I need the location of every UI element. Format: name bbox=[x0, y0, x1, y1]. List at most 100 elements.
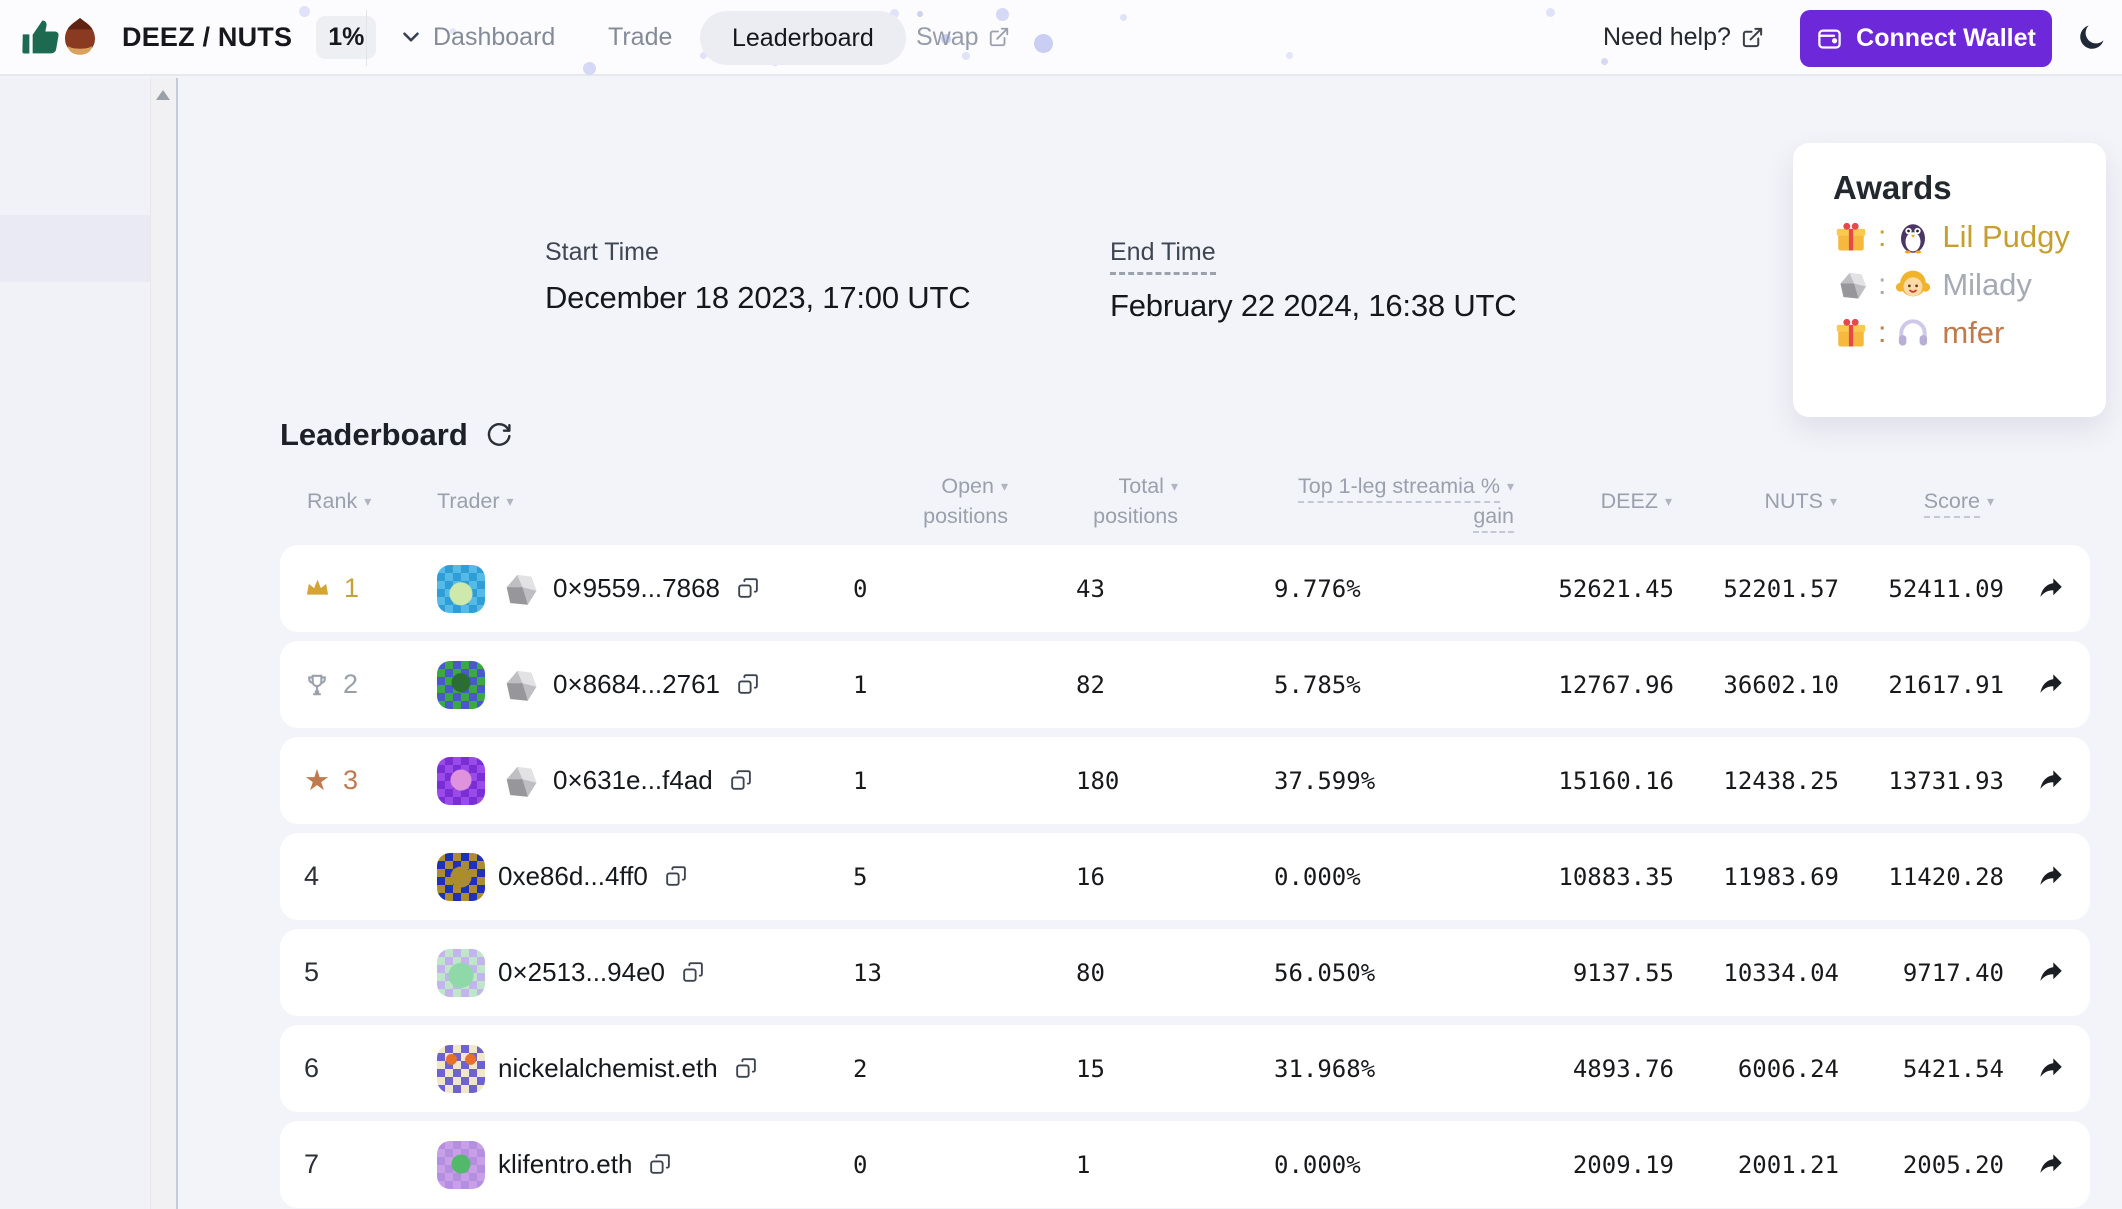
rank-cell: 4 bbox=[280, 861, 430, 892]
share-icon[interactable] bbox=[2037, 1151, 2064, 1178]
rock-icon bbox=[1833, 267, 1869, 303]
score-value: 13731.93 bbox=[1845, 767, 2010, 795]
sort-icon: ▾ bbox=[364, 493, 371, 509]
trader-address[interactable]: 0×631e...f4ad bbox=[553, 765, 713, 796]
trader-avatar bbox=[437, 757, 485, 805]
copy-icon[interactable] bbox=[728, 768, 753, 793]
column-header-trader[interactable]: Trader▾ bbox=[430, 486, 850, 516]
nav-item-leaderboard[interactable]: Leaderboard bbox=[700, 11, 906, 65]
streamia-gain-value: 31.968% bbox=[1260, 1055, 1550, 1083]
trader-address[interactable]: klifentro.eth bbox=[498, 1149, 632, 1180]
end-time-block: End Time February 22 2024, 16:38 UTC bbox=[1110, 238, 1516, 324]
column-header-nuts[interactable]: NUTS▾ bbox=[1680, 486, 1845, 516]
sort-icon: ▾ bbox=[507, 493, 514, 509]
share-icon[interactable] bbox=[2037, 671, 2064, 698]
trader-cell: 0×631e...f4ad bbox=[430, 757, 850, 805]
nav-item-swap[interactable]: Swap bbox=[916, 0, 1010, 74]
nav-item-trade[interactable]: Trade bbox=[608, 0, 672, 74]
chevron-down-icon[interactable] bbox=[398, 24, 424, 50]
award-label[interactable]: mfer bbox=[1942, 315, 2004, 351]
column-header-score[interactable]: Score▾ bbox=[1845, 486, 2010, 516]
share-icon[interactable] bbox=[2037, 575, 2064, 602]
confetti-dot bbox=[583, 62, 596, 75]
streamia-gain-value: 0.000% bbox=[1260, 863, 1550, 891]
rock-badge-icon bbox=[498, 664, 540, 706]
open-positions-value: 2 bbox=[850, 1055, 1060, 1083]
rank-cell: 5 bbox=[280, 957, 430, 988]
scrollbar-up-arrow[interactable] bbox=[156, 90, 170, 100]
deez-value: 10883.35 bbox=[1550, 863, 1680, 891]
moon-icon[interactable] bbox=[2076, 21, 2108, 53]
app-page: DEEZ / NUTS 1% Dashboard Trade Leaderboa… bbox=[0, 0, 2122, 1209]
sort-icon: ▾ bbox=[1507, 478, 1514, 494]
trader-address[interactable]: nickelalchemist.eth bbox=[498, 1053, 718, 1084]
score-value: 21617.91 bbox=[1845, 671, 2010, 699]
rank-cell: 6 bbox=[280, 1053, 430, 1084]
trader-address[interactable]: 0xe86d...4ff0 bbox=[498, 861, 648, 892]
share-icon[interactable] bbox=[2037, 863, 2064, 890]
table-row: 7 klifentro.eth 0 1 0.000% 2009.19 2001.… bbox=[280, 1121, 2090, 1208]
sort-icon: ▾ bbox=[1987, 493, 1994, 509]
award-label[interactable]: Milady bbox=[1942, 267, 2032, 303]
total-positions-value: 1 bbox=[1060, 1151, 1260, 1179]
copy-icon[interactable] bbox=[733, 1056, 758, 1081]
trader-cell: nickelalchemist.eth bbox=[430, 1045, 850, 1093]
score-value: 52411.09 bbox=[1845, 575, 2010, 603]
copy-icon[interactable] bbox=[663, 864, 688, 889]
trader-avatar bbox=[437, 853, 485, 901]
column-header-rank[interactable]: Rank▾ bbox=[280, 486, 430, 516]
award-label[interactable]: Lil Pudgy bbox=[1942, 219, 2070, 255]
trader-address[interactable]: 0×9559...7868 bbox=[553, 573, 720, 604]
end-time-value: February 22 2024, 16:38 UTC bbox=[1110, 288, 1516, 324]
trader-address[interactable]: 0×8684...2761 bbox=[553, 669, 720, 700]
column-header-total-positions[interactable]: Total▾positions bbox=[1060, 471, 1260, 531]
rank-cell: 2 bbox=[280, 669, 430, 700]
refresh-icon[interactable] bbox=[484, 421, 513, 450]
column-header-deez[interactable]: DEEZ▾ bbox=[1550, 486, 1680, 516]
total-positions-value: 16 bbox=[1060, 863, 1260, 891]
leaderboard-title: Leaderboard bbox=[280, 417, 468, 453]
table-row: ★ 3 0×631e...f4ad 1 180 37.599% 15160.16… bbox=[280, 737, 2090, 824]
share-icon[interactable] bbox=[2037, 767, 2064, 794]
nuts-value: 36602.10 bbox=[1680, 671, 1845, 699]
nuts-value: 2001.21 bbox=[1680, 1151, 1845, 1179]
confetti-dot bbox=[1286, 52, 1293, 59]
sort-icon: ▾ bbox=[1171, 478, 1178, 494]
table-row: 5 0×2513...94e0 13 80 56.050% 9137.55 10… bbox=[280, 929, 2090, 1016]
trader-avatar bbox=[437, 1141, 485, 1189]
copy-icon[interactable] bbox=[735, 576, 760, 601]
total-positions-value: 80 bbox=[1060, 959, 1260, 987]
streamia-gain-value: 56.050% bbox=[1260, 959, 1550, 987]
trader-address[interactable]: 0×2513...94e0 bbox=[498, 957, 665, 988]
column-header-open-positions[interactable]: Open▾positions bbox=[850, 471, 1060, 531]
trophy-icon bbox=[304, 672, 330, 698]
nuts-value: 6006.24 bbox=[1680, 1055, 1845, 1083]
connect-wallet-button[interactable]: Connect Wallet bbox=[1800, 10, 2052, 67]
nav-item-dashboard[interactable]: Dashboard bbox=[433, 0, 555, 74]
share-icon[interactable] bbox=[2037, 959, 2064, 986]
rank-cell: 1 bbox=[280, 573, 430, 604]
trader-avatar bbox=[437, 949, 485, 997]
column-header-streamia-gain[interactable]: Top 1-leg streamia %▾gain bbox=[1260, 471, 1550, 531]
confetti-dot bbox=[1546, 8, 1555, 17]
rock-badge-icon bbox=[498, 760, 540, 802]
confetti-dot bbox=[1120, 14, 1127, 21]
copy-icon[interactable] bbox=[680, 960, 705, 985]
chestnut-icon bbox=[56, 13, 104, 61]
trader-cell: klifentro.eth bbox=[430, 1141, 850, 1189]
sort-icon: ▾ bbox=[1001, 478, 1008, 494]
app-logo bbox=[18, 13, 104, 61]
share-icon[interactable] bbox=[2037, 1055, 2064, 1082]
copy-icon[interactable] bbox=[647, 1152, 672, 1177]
start-time-label: Start Time bbox=[545, 238, 970, 267]
total-positions-value: 43 bbox=[1060, 575, 1260, 603]
nuts-value: 12438.25 bbox=[1680, 767, 1845, 795]
pair-selector[interactable]: DEEZ / NUTS 1% bbox=[18, 0, 424, 74]
copy-icon[interactable] bbox=[735, 672, 760, 697]
streamia-gain-value: 5.785% bbox=[1260, 671, 1550, 699]
deez-value: 15160.16 bbox=[1550, 767, 1680, 795]
need-help-link[interactable]: Need help? bbox=[1603, 0, 1764, 74]
score-value: 11420.28 bbox=[1845, 863, 2010, 891]
table-row: 1 0×9559...7868 0 43 9.776% 52621.45 522… bbox=[280, 545, 2090, 632]
vertical-scrollbar[interactable] bbox=[150, 78, 176, 1209]
